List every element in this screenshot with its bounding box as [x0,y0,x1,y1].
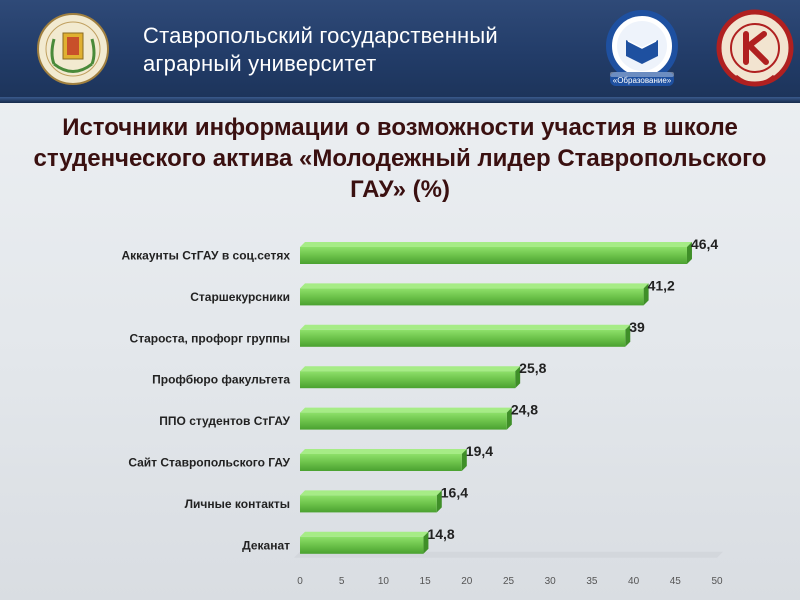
bar [300,536,424,554]
bar-side [423,531,429,554]
bar-top [300,283,649,289]
bar [300,288,644,306]
bar [300,454,462,471]
x-tick-label: 40 [628,576,640,587]
data-label: 16,4 [441,484,468,500]
data-label: 19,4 [466,443,493,459]
x-tick-label: 0 [297,576,303,587]
bar-top [300,407,512,413]
x-tick-label: 20 [461,576,473,587]
x-tick-label: 50 [711,576,723,587]
category-label: Личные контакты [185,497,290,511]
bar [300,329,626,347]
university-name: Ставропольский государственный аграрный … [143,23,498,76]
quality-seal-icon [716,9,794,87]
category-label: Староста, профорг группы [130,331,290,345]
data-label: 39 [629,319,645,335]
x-tick-label: 30 [545,576,557,587]
bar [300,371,516,389]
bar [300,495,437,513]
category-label: Старшекурсники [190,290,290,304]
x-tick-label: 5 [339,576,345,587]
category-label: Аккаунты СтГАУ в соц.сетях [122,249,291,263]
category-label: Деканат [242,538,290,552]
x-tick-label: 25 [503,576,515,587]
bar-side [625,324,631,347]
bar [300,247,687,264]
bar-top [300,449,467,454]
data-label: 14,8 [427,526,454,542]
chart-title: Источники информации о возможности участ… [33,114,767,203]
bar-top [300,242,692,247]
horizontal-bar-chart: Аккаунты СтГАУ в соц.сетях 46,4 Старшекурс… [122,236,723,587]
x-tick-label: 10 [378,576,390,587]
bar [300,412,507,430]
data-label: 25,8 [519,360,546,376]
data-label: 46,4 [691,236,718,252]
bar-side [506,407,512,430]
bar-top [300,324,631,330]
bar-top [300,490,442,496]
education-project-logo-icon: «Образование» [606,10,678,86]
logo-mid-text: «Образование» [613,76,672,85]
bar-side [643,283,649,306]
bar-top [300,531,429,537]
category-label: Профбюро факультета [152,373,290,387]
category-label: Сайт Ставропольского ГАУ [128,456,290,470]
bar-side [686,242,692,264]
category-label: ППО студентов СтГАУ [159,414,290,428]
x-tick-label: 45 [670,576,682,587]
university-emblem-icon [37,13,109,85]
header-bar: Ставропольский государственный аграрный … [0,0,800,103]
data-label: 41,2 [648,277,675,293]
bar-side [461,449,467,471]
bar-side [436,490,442,513]
data-label: 24,8 [511,402,538,418]
x-tick-label: 15 [420,576,432,587]
x-tick-label: 35 [586,576,598,587]
bar-top [300,366,521,372]
bar-side [515,366,521,389]
